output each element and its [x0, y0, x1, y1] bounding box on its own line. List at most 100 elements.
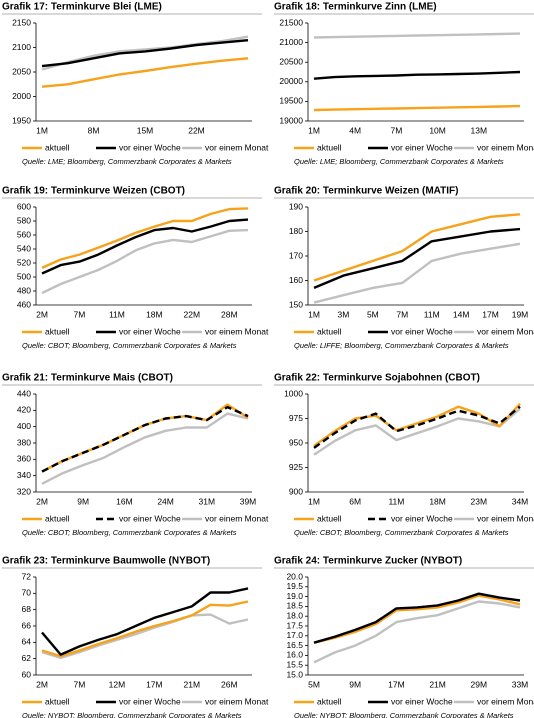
y-tick-label: 190 — [289, 201, 303, 211]
chart: Grafik 18: Terminkurve Zinn (LME) 19000 19… — [274, 2, 534, 166]
x-tick-label: 14M — [453, 309, 470, 319]
legend-label: vor einer Woche — [119, 142, 181, 152]
y-tick-label: 900 — [289, 486, 303, 496]
chart: Grafik 20: Terminkurve Weizen (MATIF) 150… — [274, 186, 534, 350]
chart-title: Grafik 20: Terminkurve Weizen (MATIF) — [274, 186, 458, 197]
y-tick-label: 2100 — [12, 42, 31, 52]
legend-label: vor einer Woche — [119, 513, 181, 523]
x-tick-label: 28M — [221, 309, 238, 319]
x-tick-label: 24M — [157, 496, 174, 506]
series-line — [41, 39, 249, 68]
x-tick-label: 18M — [146, 309, 163, 319]
series-line — [41, 613, 249, 660]
y-tick-label: 340 — [17, 470, 31, 480]
series-line — [313, 227, 521, 290]
y-tick-label: 1000 — [284, 388, 303, 398]
y-tick-label: 320 — [17, 486, 31, 496]
x-tick-label: 11M — [388, 496, 404, 506]
y-tick-label: 400 — [17, 421, 31, 431]
y-tick-label: 72 — [22, 571, 32, 581]
legend-label: vor einer Woche — [391, 142, 453, 152]
x-tick-label: 34M — [512, 496, 529, 506]
x-tick-label: 31M — [199, 496, 216, 506]
legend-label: aktuell — [45, 142, 70, 152]
legend-label: vor einer Woche — [391, 326, 453, 336]
x-tick-label: 11M — [424, 309, 440, 319]
x-tick-label: 17M — [482, 309, 499, 319]
x-tick-label: 5M — [367, 309, 379, 319]
x-tick-label: 29M — [471, 679, 488, 689]
series-line — [313, 104, 521, 112]
y-tick-label: 16.5 — [286, 640, 303, 650]
x-tick-label: 39M — [240, 496, 257, 506]
x-tick-label: 22M — [184, 309, 201, 319]
y-tick-label: 16.0 — [286, 650, 303, 660]
y-tick-label: 15.5 — [286, 659, 303, 669]
series-line — [41, 600, 249, 658]
x-tick-label: 2M — [36, 496, 48, 506]
series-line — [313, 32, 521, 39]
x-tick-label: 13M — [471, 125, 488, 135]
y-tick-label: 480 — [17, 285, 31, 295]
y-tick-label: 925 — [289, 462, 303, 472]
chart-title: Grafik 21: Terminkurve Mais (CBOT) — [2, 373, 173, 384]
source-note: Quelle: CBOT; Bloomberg, Commerzbank Cor… — [22, 341, 237, 350]
chart: Grafik 24: Terminkurve Zucker (NYBOT) 15.… — [274, 556, 534, 718]
x-tick-label: 19M — [512, 309, 529, 319]
y-tick-label: 15.0 — [286, 669, 303, 679]
x-tick-label: 9M — [77, 496, 89, 506]
chart-title: Grafik 23: Terminkurve Baumwolle (NYBOT) — [2, 556, 210, 567]
y-tick-label: 560 — [17, 229, 31, 239]
series-line — [313, 592, 521, 644]
chart: Grafik 23: Terminkurve Baumwolle (NYBOT)… — [2, 556, 269, 718]
legend-label: vor einem Monat — [205, 142, 269, 152]
source-note: Quelle: NYBOT; Bloomberg, Commerzbank Co… — [22, 711, 242, 718]
x-tick-label: 15M — [137, 125, 154, 135]
legend-label: aktuell — [45, 696, 70, 706]
chart-title: Grafik 18: Terminkurve Zinn (LME) — [274, 2, 437, 13]
x-tick-label: 1M — [308, 496, 320, 506]
y-tick-label: 20500 — [279, 56, 303, 66]
series-line — [313, 70, 521, 80]
chart: Grafik 21: Terminkurve Mais (CBOT) 320 340… — [2, 373, 269, 537]
chart-title: Grafik 24: Terminkurve Zucker (NYBOT) — [274, 556, 462, 567]
series-line — [41, 57, 249, 88]
x-tick-label: 2M — [36, 679, 48, 689]
x-tick-label: 7M — [74, 679, 86, 689]
x-tick-label: 1M — [308, 309, 320, 319]
series-line — [41, 218, 249, 275]
y-tick-label: 500 — [17, 271, 31, 281]
x-tick-label: 22M — [188, 125, 205, 135]
legend-label: vor einem Monat — [477, 326, 534, 336]
legend-label: aktuell — [317, 513, 342, 523]
series-line — [313, 600, 521, 664]
y-tick-label: 1950 — [12, 115, 31, 125]
x-tick-label: 21M — [184, 679, 201, 689]
chart: Grafik 19: Terminkurve Weizen (CBOT) 460 4… — [2, 186, 269, 350]
series-line — [313, 405, 521, 449]
x-tick-label: 10M — [429, 125, 446, 135]
legend-label: aktuell — [45, 326, 70, 336]
x-tick-label: 4M — [349, 125, 361, 135]
series-line — [41, 412, 249, 485]
legend-label: vor einer Woche — [119, 326, 181, 336]
y-tick-label: 17.5 — [286, 620, 303, 630]
x-tick-label: 7M — [74, 309, 86, 319]
y-tick-label: 2050 — [12, 66, 31, 76]
x-tick-label: 17M — [388, 679, 405, 689]
y-tick-label: 19.5 — [286, 581, 303, 591]
series-line — [313, 594, 521, 644]
y-tick-label: 2150 — [12, 17, 31, 27]
legend-label: vor einem Monat — [205, 513, 269, 523]
x-tick-label: 8M — [88, 125, 100, 135]
x-tick-label: 6M — [349, 496, 361, 506]
y-tick-label: 64 — [22, 637, 32, 647]
legend-label: vor einem Monat — [477, 696, 534, 706]
legend-label: aktuell — [317, 142, 342, 152]
y-tick-label: 17.0 — [286, 630, 303, 640]
series-line — [41, 207, 249, 269]
y-tick-label: 600 — [17, 201, 31, 211]
y-tick-label: 580 — [17, 215, 31, 225]
series-line — [313, 242, 521, 304]
